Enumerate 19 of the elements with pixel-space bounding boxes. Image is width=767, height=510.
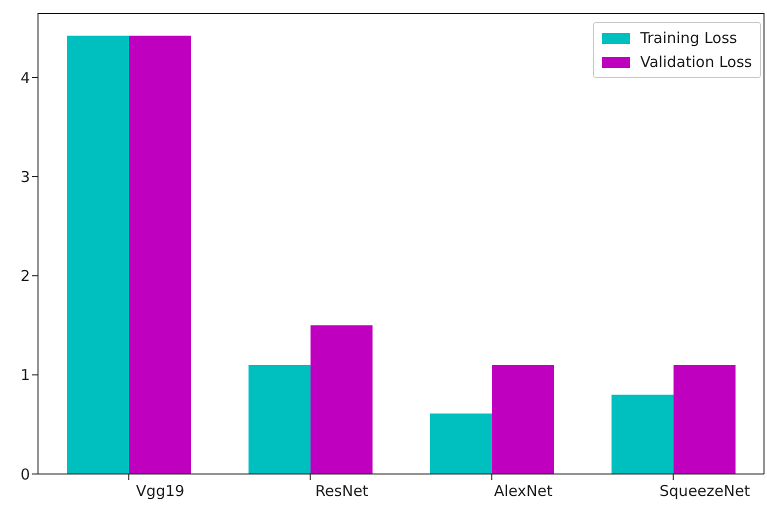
bar	[612, 394, 674, 474]
y-tick-label: 0	[20, 465, 30, 484]
y-tick-label: 1	[20, 366, 30, 384]
bar	[310, 325, 373, 474]
bar	[674, 364, 736, 474]
legend-label: Validation Loss	[640, 52, 752, 73]
legend-label: Training Loss	[640, 28, 738, 49]
y-tick-label: 2	[20, 267, 30, 286]
y-tick-label: 4	[20, 68, 30, 87]
x-tick-label: AlexNet	[494, 482, 553, 500]
x-tick-label: Vgg19	[136, 482, 184, 500]
bar	[492, 364, 554, 474]
x-tick-label: SqueezeNet	[660, 482, 750, 500]
y-tick-label: 3	[20, 168, 30, 186]
bar	[129, 36, 192, 474]
bar	[430, 414, 492, 474]
x-tick-label: ResNet	[315, 482, 368, 500]
bar	[248, 364, 311, 474]
bar	[67, 36, 130, 474]
